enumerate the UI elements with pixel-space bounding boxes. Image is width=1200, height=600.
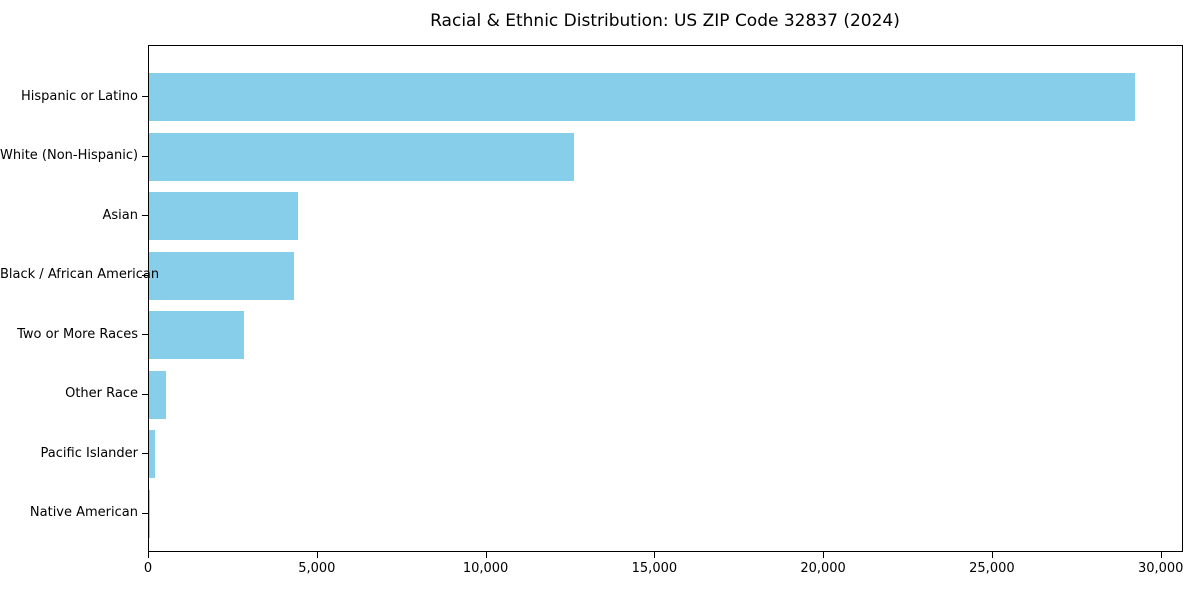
y-tick-label: Two or More Races xyxy=(17,326,138,342)
x-tick-mark xyxy=(316,552,318,558)
bar-white-non-hispanic xyxy=(149,132,575,181)
bar-black-african-american xyxy=(149,251,295,300)
bar-pacific-islander xyxy=(149,430,155,479)
bar-two-or-more-races xyxy=(149,311,244,360)
x-tick-label: 0 xyxy=(143,561,153,576)
y-tick-label: Asian xyxy=(102,207,138,223)
y-tick-mark xyxy=(142,155,148,157)
x-tick-mark xyxy=(654,552,656,558)
chart-title: Racial & Ethnic Distribution: US ZIP Cod… xyxy=(430,11,900,31)
y-tick-mark xyxy=(142,96,148,97)
x-tick-label: 10,000 xyxy=(462,561,509,576)
bar-other-race xyxy=(149,370,166,419)
bar-hispanic-or-latino xyxy=(149,73,1135,121)
x-tick-mark xyxy=(991,552,993,558)
y-tick-label: Black / African American xyxy=(0,267,160,283)
y-tick-label: White (Non-Hispanic) xyxy=(0,148,139,164)
bar-native-american xyxy=(149,489,151,538)
x-tick-mark xyxy=(148,552,149,558)
y-tick-mark xyxy=(142,393,148,395)
y-tick-mark xyxy=(142,215,148,217)
x-tick-label: 30,000 xyxy=(1137,561,1184,576)
y-tick-mark xyxy=(142,274,148,276)
x-tick-label: 20,000 xyxy=(800,561,846,576)
y-tick-mark xyxy=(142,334,148,336)
x-tick-mark xyxy=(1160,552,1162,558)
y-tick-label: Hispanic or Latino xyxy=(20,88,138,104)
x-tick-label: 25,000 xyxy=(969,561,1015,576)
y-tick-label: Other Race xyxy=(65,386,138,402)
bar-asian xyxy=(149,192,298,241)
y-tick-mark xyxy=(142,512,148,514)
x-tick-label: 5,000 xyxy=(298,561,336,576)
x-tick-mark xyxy=(823,552,825,558)
y-tick-mark xyxy=(142,453,148,455)
x-tick-label: 15,000 xyxy=(631,561,678,576)
x-tick-mark xyxy=(485,552,487,558)
y-tick-label: Native American xyxy=(29,505,138,521)
y-tick-label: Pacific Islander xyxy=(40,445,138,461)
plot-area xyxy=(148,45,1183,552)
